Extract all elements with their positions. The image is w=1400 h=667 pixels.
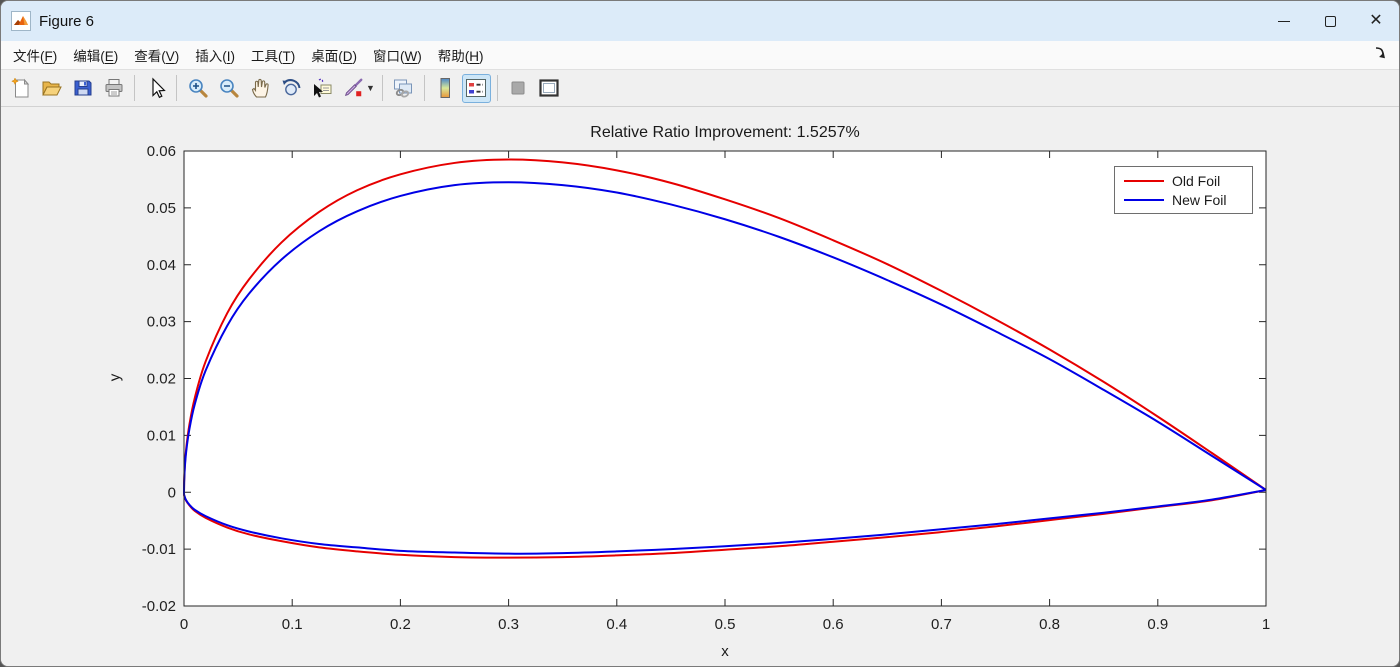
close-button[interactable]: ✕ bbox=[1353, 1, 1399, 41]
new-document-icon bbox=[10, 77, 29, 98]
x-tick-label: 0.8 bbox=[1039, 616, 1060, 633]
minimize-button[interactable] bbox=[1261, 1, 1307, 41]
zoom-out-button[interactable] bbox=[214, 74, 243, 103]
pan-button[interactable] bbox=[245, 74, 274, 103]
edit-plot-button[interactable] bbox=[141, 74, 170, 103]
axes-area[interactable]: 0 0.1 0.2 0.3 0.4 0.5 0.6 0.7 0.8 0.9 1 -0.02 -0.01 0… bbox=[1, 107, 1400, 667]
new-figure-button[interactable] bbox=[6, 74, 35, 103]
x-tick-label: 0.4 bbox=[606, 616, 627, 633]
link-plot-icon bbox=[394, 79, 413, 98]
legend-label: New Foil bbox=[1172, 191, 1227, 208]
menu-item-edit[interactable]: 编辑(E) bbox=[73, 49, 119, 64]
open-file-button[interactable] bbox=[37, 74, 66, 103]
x-tick-label: 0.3 bbox=[498, 616, 519, 633]
toolbar-separator bbox=[381, 75, 383, 101]
toolbar-separator bbox=[134, 75, 135, 101]
menu-item-help[interactable]: 帮助(H) bbox=[437, 49, 484, 64]
menu-item-desktop[interactable]: 桌面(D) bbox=[311, 49, 358, 64]
close-icon: ✕ bbox=[1369, 12, 1383, 29]
show-plot-tools-icon bbox=[539, 79, 560, 97]
y-tick-label: -0.02 bbox=[142, 598, 176, 615]
x-tick-label: 1 bbox=[1262, 616, 1270, 633]
legend-label: Old Foil bbox=[1172, 172, 1221, 189]
menu-item-window[interactable]: 窗口(W) bbox=[373, 49, 422, 64]
menu-bar: 文件(F) 编辑(E) 查看(V) 插入(I) 工具(T) 桌面(D) 窗口(W) 帮助(H) bbox=[1, 41, 1399, 70]
y-tick-label: 0.06 bbox=[147, 143, 176, 160]
legend-icon bbox=[466, 79, 487, 97]
zoom-in-button[interactable] bbox=[183, 74, 212, 103]
menu-item-view[interactable]: 查看(V) bbox=[134, 49, 180, 64]
title-bar: Figure 6 ✕ bbox=[1, 1, 1399, 41]
y-tick-label: 0.01 bbox=[147, 427, 176, 444]
x-tick-label: 0.5 bbox=[715, 616, 736, 633]
x-tick-label: 0.9 bbox=[1147, 616, 1168, 633]
window-title: Figure 6 bbox=[39, 12, 95, 30]
brush-icon bbox=[344, 78, 362, 97]
pan-hand-icon bbox=[251, 78, 269, 98]
save-floppy-icon bbox=[74, 80, 91, 96]
hide-plot-tools-icon bbox=[511, 81, 525, 95]
y-tick-label: 0.05 bbox=[147, 200, 176, 217]
maximize-button[interactable] bbox=[1307, 1, 1353, 41]
pointer-arrow-icon bbox=[151, 77, 166, 99]
dock-figure-icon[interactable] bbox=[1366, 45, 1395, 65]
insert-colorbar-button[interactable] bbox=[431, 74, 460, 103]
open-folder-icon bbox=[41, 81, 62, 96]
x-axis-label: x bbox=[721, 643, 729, 660]
axes-box bbox=[183, 150, 1267, 607]
colorbar-icon bbox=[440, 78, 451, 98]
y-tick-label: -0.01 bbox=[142, 541, 176, 558]
save-figure-button[interactable] bbox=[68, 74, 97, 103]
zoom-out-icon bbox=[219, 79, 239, 98]
legend-box[interactable]: Old Foil New Foil bbox=[1114, 166, 1253, 214]
menu-item-file[interactable]: 文件(F) bbox=[13, 49, 58, 64]
data-cursor-button[interactable] bbox=[307, 74, 336, 103]
menu-item-insert[interactable]: 插入(I) bbox=[195, 49, 236, 64]
brush-dropdown-icon[interactable]: ▼ bbox=[366, 83, 375, 93]
toolbar-separator bbox=[423, 75, 425, 101]
toolbar-separator bbox=[176, 75, 177, 101]
hide-plot-tools-button[interactable] bbox=[504, 74, 533, 103]
zoom-in-icon bbox=[188, 79, 208, 98]
menu-item-tools[interactable]: 工具(T) bbox=[251, 49, 296, 64]
y-tick-label: 0.03 bbox=[147, 314, 176, 331]
figure-toolbar: ▼ bbox=[1, 70, 1399, 107]
x-tick-label: 0 bbox=[180, 616, 188, 633]
matlab-logo-icon bbox=[11, 11, 31, 31]
x-tick-label: 0.2 bbox=[390, 616, 411, 633]
data-cursor-icon bbox=[313, 78, 331, 98]
legend-swatch bbox=[1124, 179, 1164, 182]
x-tick-label: 0.7 bbox=[931, 616, 952, 633]
rotate-3d-icon bbox=[282, 79, 300, 96]
legend-swatch bbox=[1124, 198, 1164, 201]
y-axis-label: y bbox=[106, 373, 124, 382]
insert-legend-button[interactable] bbox=[461, 73, 491, 103]
legend-entry[interactable]: Old Foil bbox=[1115, 171, 1252, 190]
y-tick-label: 0.04 bbox=[147, 257, 176, 274]
print-figure-button[interactable] bbox=[99, 74, 128, 103]
legend-entry[interactable]: New Foil bbox=[1115, 190, 1252, 209]
rotate-3d-button[interactable] bbox=[276, 74, 305, 103]
y-tick-label: 0 bbox=[168, 484, 176, 501]
brush-button[interactable] bbox=[338, 74, 367, 103]
maximize-icon bbox=[1324, 15, 1336, 27]
figure-canvas: 0 0.1 0.2 0.3 0.4 0.5 0.6 0.7 0.8 0.9 1 -0.02 -0.01 0… bbox=[1, 107, 1400, 667]
show-plot-tools-button[interactable] bbox=[535, 74, 564, 103]
link-plot-button[interactable] bbox=[389, 74, 418, 103]
minimize-icon bbox=[1278, 20, 1290, 22]
printer-icon bbox=[105, 79, 122, 97]
plot-title: Relative Ratio Improvement: 1.5257% bbox=[590, 124, 860, 141]
x-tick-label: 0.6 bbox=[823, 616, 844, 633]
x-tick-label: 0.1 bbox=[282, 616, 303, 633]
y-tick-label: 0.02 bbox=[147, 371, 176, 388]
toolbar-separator bbox=[496, 75, 498, 101]
